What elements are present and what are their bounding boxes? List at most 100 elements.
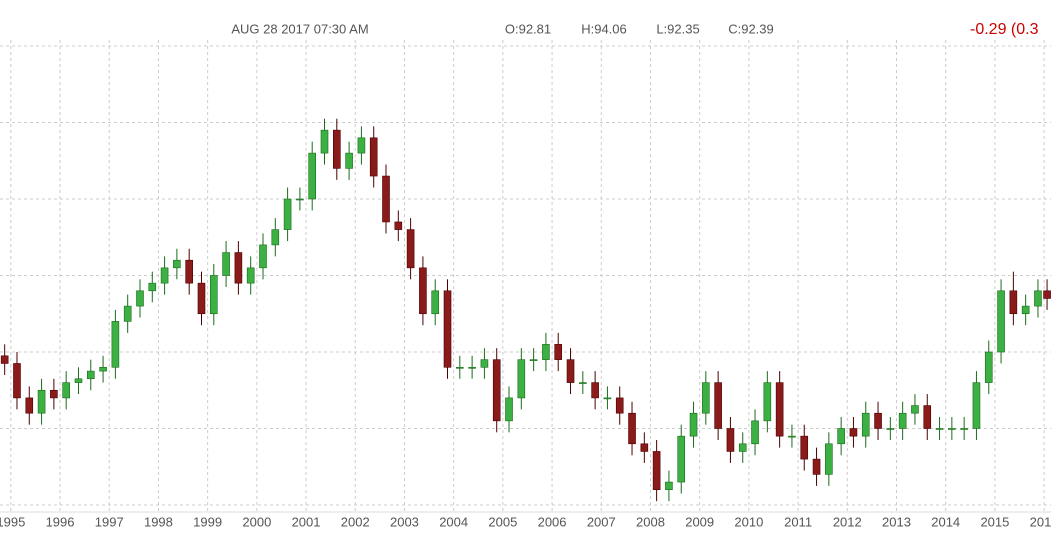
candle-body	[25, 397, 34, 414]
candle	[443, 279, 452, 379]
candle-body	[554, 344, 563, 360]
candle-body	[308, 152, 317, 200]
candle	[308, 141, 317, 211]
candle	[1034, 279, 1042, 318]
candle-body	[394, 221, 403, 230]
header-date: AUG 28 2017 07:30 AM	[231, 21, 368, 36]
candle	[689, 401, 698, 448]
candle-body	[271, 229, 280, 246]
candle-body	[333, 129, 341, 169]
x-tick-label: 1998	[144, 514, 173, 529]
candle	[517, 348, 526, 410]
header-low: L:92.35	[656, 21, 699, 36]
candle-body	[714, 382, 722, 429]
candle-body	[443, 290, 452, 368]
candle	[160, 256, 169, 295]
candle-body	[111, 321, 120, 368]
candle	[677, 424, 686, 494]
x-tick-label: 2007	[587, 514, 616, 529]
candle	[788, 424, 796, 448]
candle	[997, 279, 1005, 364]
candle	[800, 424, 809, 471]
candle	[652, 439, 661, 502]
header-open: O:92.81	[505, 21, 551, 36]
candle-body	[652, 451, 661, 491]
candle-body	[702, 382, 710, 414]
candle	[246, 256, 255, 295]
candle	[628, 401, 636, 456]
candle	[886, 417, 895, 440]
candle	[345, 141, 353, 180]
candle-body	[861, 412, 870, 437]
candle-body	[1021, 305, 1030, 315]
candle-body	[677, 435, 686, 483]
candle-body	[615, 397, 624, 414]
candle-body	[566, 359, 575, 383]
candle-body	[222, 252, 230, 276]
candle	[948, 417, 956, 440]
candle	[984, 340, 993, 395]
x-tick-label: 2011	[784, 514, 812, 529]
x-tick-label: 2008	[636, 514, 665, 529]
candle-body	[320, 129, 329, 154]
candle	[702, 371, 710, 425]
x-tick-label: 2015	[980, 514, 1009, 529]
x-tick-label: 2016	[1030, 514, 1051, 529]
candle-body	[775, 382, 784, 437]
candle	[763, 371, 772, 433]
candle	[825, 432, 833, 486]
candle	[185, 248, 193, 295]
plot: 1995 1996 1997 1998 1999 2000 2001 2002 2003 2004…	[0, 40, 1051, 529]
candle	[911, 394, 919, 425]
candle	[333, 118, 341, 180]
candle	[259, 233, 267, 280]
candle	[369, 126, 378, 188]
candle-body	[763, 382, 772, 422]
candle	[74, 367, 83, 395]
x-tick-label: 1997	[95, 514, 124, 529]
candle-body	[234, 252, 243, 284]
candle-body	[960, 428, 968, 430]
candle	[86, 359, 95, 391]
candle-body	[591, 382, 599, 399]
x-tick-label: 2014	[931, 514, 960, 529]
candle-body	[13, 363, 21, 399]
candle	[812, 447, 821, 486]
x-tick-label: 2003	[390, 514, 419, 529]
candle	[935, 417, 944, 440]
candle-body	[923, 405, 932, 429]
candle	[468, 355, 476, 379]
candle	[566, 348, 575, 395]
candle-body	[99, 366, 107, 372]
candle-body	[529, 359, 538, 361]
candle	[357, 126, 366, 165]
candle-body	[246, 267, 255, 284]
candle	[271, 218, 280, 257]
candle-body	[505, 397, 513, 422]
candle-body	[726, 428, 735, 452]
candle-body	[37, 389, 46, 414]
candle-body	[1009, 290, 1018, 315]
candle	[234, 241, 243, 295]
candle-body	[997, 290, 1005, 353]
candle	[972, 371, 981, 440]
candle-body	[665, 481, 673, 490]
x-tick-label: 2004	[439, 514, 468, 529]
candle	[123, 294, 132, 333]
candle-body	[382, 175, 390, 223]
candle	[1009, 271, 1018, 326]
candle-body	[579, 382, 587, 384]
x-tick-label: 1995	[0, 514, 25, 529]
candle-body	[468, 366, 476, 369]
candle-body	[640, 443, 649, 452]
candle	[665, 470, 673, 502]
candle-body	[185, 259, 193, 284]
candle	[1021, 294, 1030, 326]
x-tick-label: 2006	[538, 514, 567, 529]
candle	[603, 386, 612, 410]
candle	[99, 355, 107, 383]
candle-body	[148, 282, 157, 292]
candle-body	[972, 382, 981, 429]
candle	[25, 386, 34, 425]
candle-body	[357, 137, 366, 154]
